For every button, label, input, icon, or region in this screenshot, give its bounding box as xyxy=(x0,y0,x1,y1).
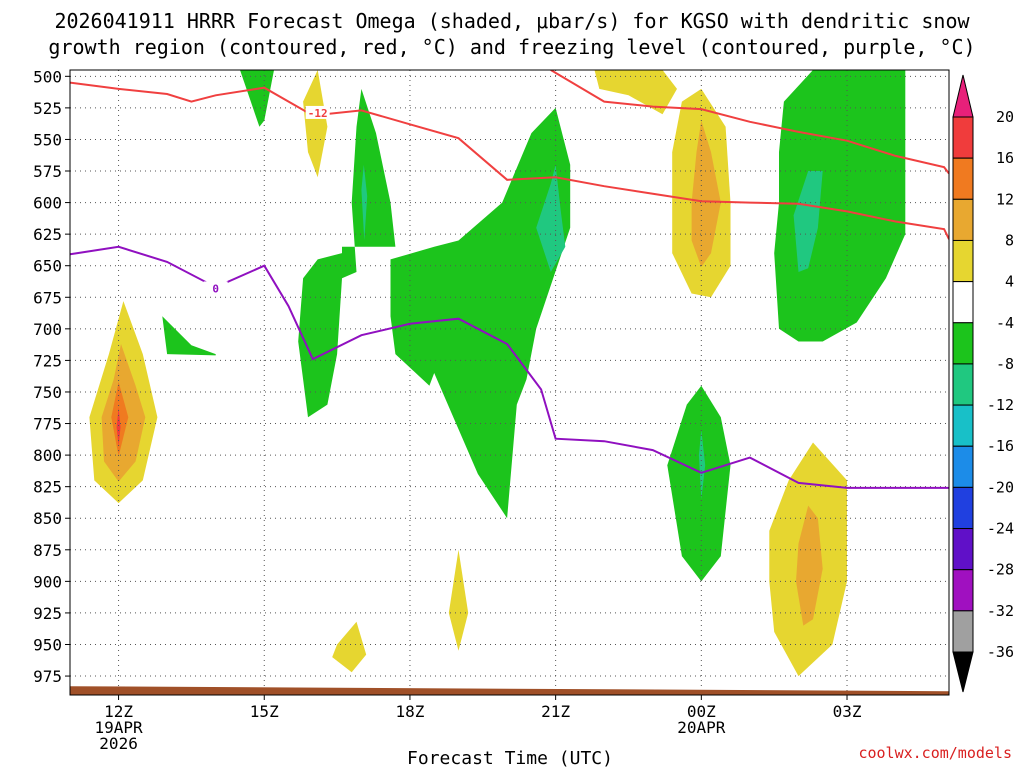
grid-layer xyxy=(70,70,949,695)
colorbar-band-10 xyxy=(952,528,974,571)
x-tick-label-6-0: 18Z xyxy=(395,702,424,721)
x-tick-label-0-0: 12Z xyxy=(104,702,133,721)
colorbar: 20 16 12 8 4 -4 -8 -12 -16 -20 -24 -28 -32 -36 xyxy=(952,74,1014,693)
omega-region-2 xyxy=(111,381,129,457)
x-tick-label-0-2: 2026 xyxy=(99,734,138,753)
x-tick-label-9-0: 21Z xyxy=(541,702,570,721)
contour-label-freezing_level: 0 xyxy=(212,282,219,295)
colorbar-band-5 xyxy=(952,322,974,365)
colorbar-label-7: -12 xyxy=(987,396,1014,414)
omega-region-13 xyxy=(162,316,216,356)
omega-region-18 xyxy=(667,385,731,582)
contour-freezing_level xyxy=(70,245,949,489)
colorbar-label-8: -16 xyxy=(987,437,1014,455)
chart-title-line-1: 2026041911 HRRR Forecast Omega (shaded, … xyxy=(54,9,970,33)
omega-region-6 xyxy=(448,549,469,651)
omega-region-16 xyxy=(361,164,368,241)
colorbar-band-12 xyxy=(952,610,974,653)
y-tick-label-500: 500 xyxy=(33,67,62,86)
colorbar-band-9 xyxy=(952,486,974,530)
omega-shaded-layer xyxy=(89,70,906,677)
colorbar-label-13: -36 xyxy=(987,643,1014,661)
omega-region-3 xyxy=(116,407,121,447)
colorbar-band-1 xyxy=(952,157,974,200)
contour-label-bg-freezing_level xyxy=(203,281,228,295)
contour-minus12C_upper xyxy=(550,70,949,175)
y-tick-label-850: 850 xyxy=(33,509,62,528)
colorbar-label-12: -32 xyxy=(987,602,1014,620)
contour-label-bg-minus12C xyxy=(305,105,330,119)
contour-label-minus12C: -12 xyxy=(308,107,328,120)
colorbar-band-2 xyxy=(952,198,974,241)
y-tick-label-975: 975 xyxy=(33,667,62,686)
x-tick-label-0-1: 19APR xyxy=(94,718,143,737)
y-tick-label-800: 800 xyxy=(33,446,62,465)
y-tick-label-600: 600 xyxy=(33,194,62,213)
y-tick-label-700: 700 xyxy=(33,320,62,339)
y-tick-label-575: 575 xyxy=(33,162,62,181)
colorbar-band-8 xyxy=(952,445,974,488)
omega-region-7 xyxy=(594,70,677,115)
omega-region-19 xyxy=(698,429,706,500)
colorbar-band-6 xyxy=(952,363,974,406)
omega-region-15 xyxy=(390,107,571,519)
colorbar-band-7 xyxy=(952,404,974,447)
y-tick-label-875: 875 xyxy=(33,541,62,560)
omega-region-21 xyxy=(793,171,823,272)
chart-title-line-2: growth region (contoured, red, °C) and f… xyxy=(48,35,975,59)
colorbar-label-5: -4 xyxy=(996,314,1014,332)
omega-region-9 xyxy=(691,120,721,267)
colorbar-label-11: -28 xyxy=(987,561,1014,579)
terrain-layer xyxy=(70,686,949,695)
y-tick-label-675: 675 xyxy=(33,288,62,307)
y-tick-label-950: 950 xyxy=(33,635,62,654)
y-tick-label-650: 650 xyxy=(33,257,62,276)
colorbar-label-9: -20 xyxy=(987,478,1014,496)
colorbar-label-2: 12 xyxy=(996,190,1014,208)
omega-region-17 xyxy=(536,164,566,272)
omega-region-14 xyxy=(298,88,396,418)
y-tick-label-725: 725 xyxy=(33,351,62,370)
x-tick-label-12-0: 00Z xyxy=(687,702,716,721)
colorbar-label-6: -8 xyxy=(996,355,1014,373)
omega-region-11 xyxy=(796,505,823,626)
contour-minus12C xyxy=(70,81,949,240)
colorbar-bottom-arrow xyxy=(952,651,974,693)
x-axis-title: Forecast Time (UTC) xyxy=(407,748,613,768)
x-tick-label-15-0: 03Z xyxy=(833,702,862,721)
colorbar-band-4 xyxy=(952,281,974,324)
omega-region-20 xyxy=(774,70,906,342)
colorbar-label-4: 4 xyxy=(1005,273,1014,291)
omega-region-4 xyxy=(303,70,328,178)
colorbar-band-0 xyxy=(952,116,974,159)
omega-region-5 xyxy=(332,621,367,673)
y-tick-label-750: 750 xyxy=(33,383,62,402)
colorbar-band-11 xyxy=(952,569,974,612)
omega-region-12 xyxy=(240,70,274,127)
x-tick-label-3-0: 15Z xyxy=(250,702,279,721)
colorbar-label-3: 8 xyxy=(1005,231,1014,249)
y-tick-label-550: 550 xyxy=(33,130,62,149)
y-tick-label-825: 825 xyxy=(33,478,62,497)
colorbar-label-10: -24 xyxy=(987,520,1014,538)
colorbar-band-3 xyxy=(952,239,974,283)
contour-layer: -12 0 xyxy=(70,70,949,489)
y-tick-label-525: 525 xyxy=(33,99,62,118)
credit-text: coolwx.com/models xyxy=(858,744,1012,762)
y-axis: 500 525 550 575 600 625 650 675 700 725 750 775 800 8… xyxy=(33,67,70,686)
y-tick-label-625: 625 xyxy=(33,225,62,244)
colorbar-top-arrow xyxy=(952,74,974,118)
x-tick-label-12-1: 20APR xyxy=(677,718,726,737)
y-tick-label-925: 925 xyxy=(33,604,62,623)
terrain-band xyxy=(70,686,949,695)
y-tick-label-775: 775 xyxy=(33,415,62,434)
colorbar-label-1: 16 xyxy=(996,149,1014,167)
plot-frame xyxy=(69,69,950,696)
colorbar-label-0: 20 xyxy=(996,108,1014,126)
y-tick-label-900: 900 xyxy=(33,572,62,591)
